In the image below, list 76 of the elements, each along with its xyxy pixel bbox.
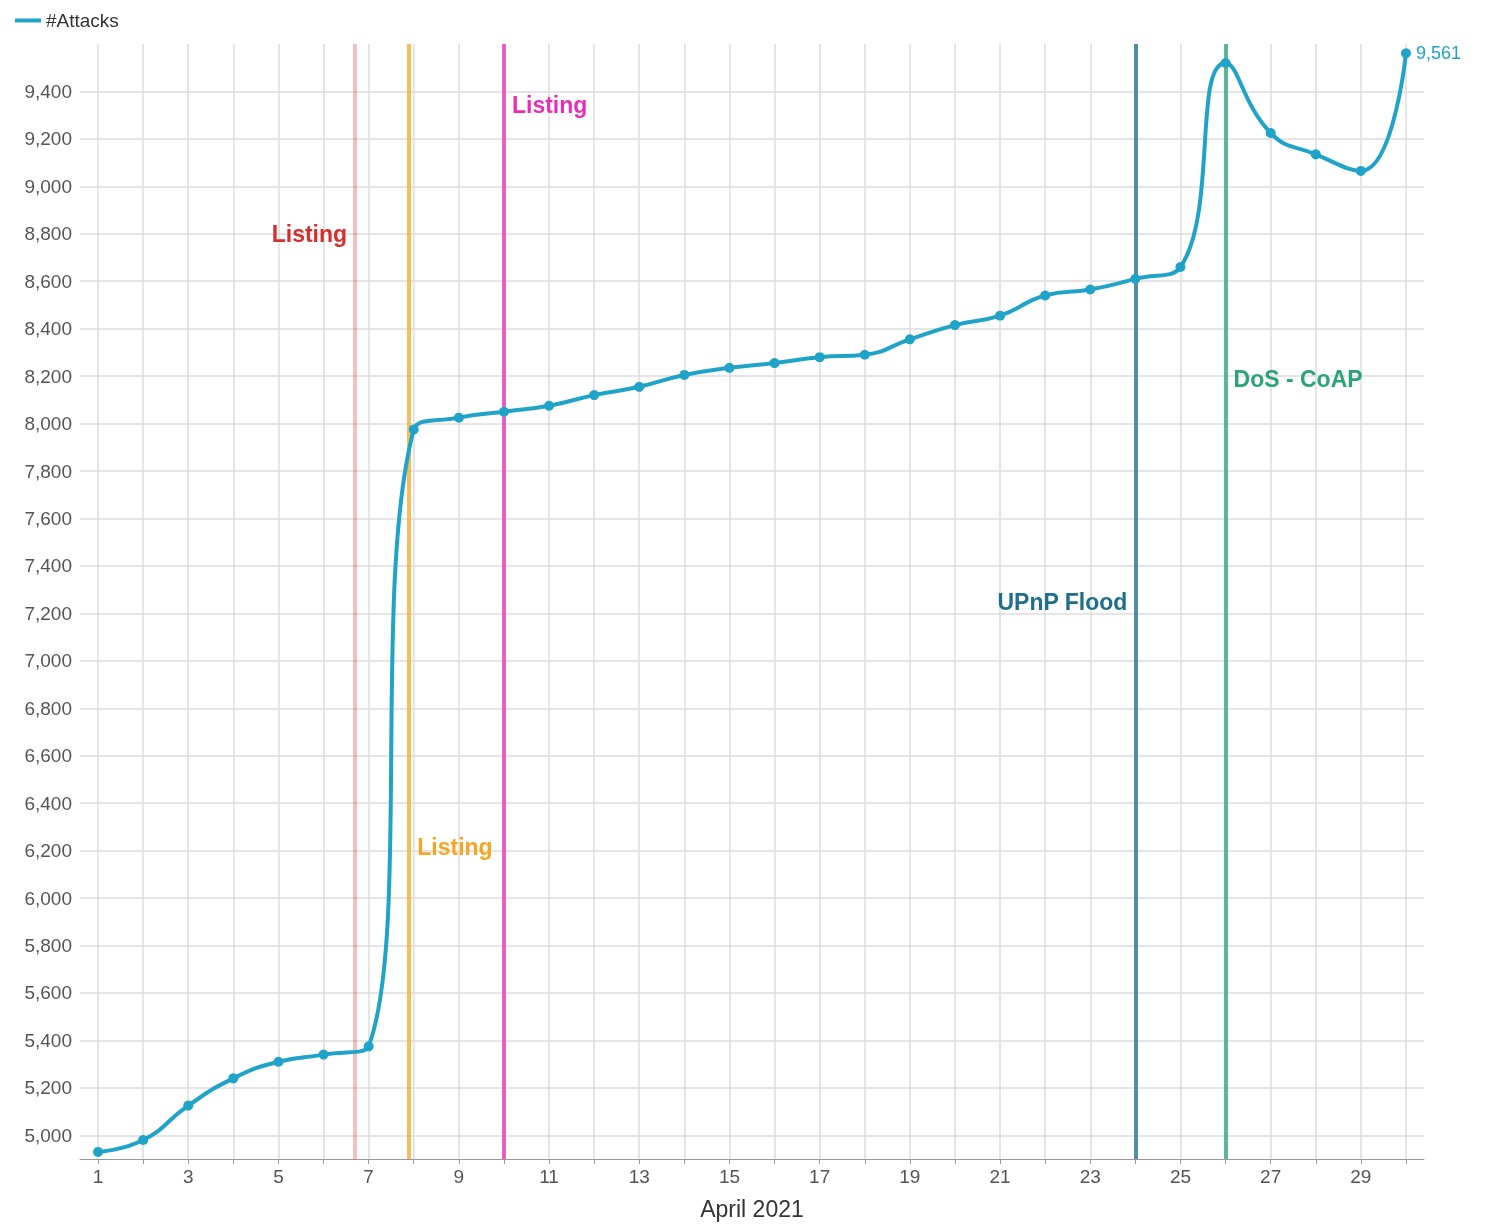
y-tick-label: 9,000 bbox=[24, 175, 72, 197]
point bbox=[498, 406, 509, 417]
point bbox=[544, 400, 555, 411]
y-tick-label: 6,200 bbox=[24, 840, 72, 862]
x-tick-label: 23 bbox=[1079, 1166, 1101, 1187]
y-tick-label: 7,200 bbox=[24, 602, 72, 624]
point bbox=[995, 310, 1006, 321]
y-tick-label: 7,800 bbox=[24, 460, 72, 482]
point bbox=[634, 381, 645, 392]
y-tick-label: 8,600 bbox=[24, 270, 72, 292]
ref-line-label: Listing bbox=[271, 220, 348, 247]
point bbox=[138, 1135, 149, 1146]
y-tick-label: 5,200 bbox=[24, 1077, 72, 1099]
point bbox=[1355, 165, 1366, 176]
x-tick-label: 15 bbox=[718, 1166, 741, 1187]
y-tick-label: 8,800 bbox=[24, 223, 72, 245]
ref-line-label: DoS - CoAP bbox=[1233, 365, 1363, 392]
y-tick-label: 8,000 bbox=[24, 413, 72, 435]
x-tick-label: 25 bbox=[1169, 1166, 1192, 1187]
point bbox=[318, 1049, 329, 1060]
x-tick-label: 5 bbox=[273, 1166, 284, 1187]
point bbox=[183, 1100, 194, 1111]
y-tick-label: 5,600 bbox=[24, 982, 72, 1004]
ref-line-label: Listing bbox=[417, 833, 493, 860]
point bbox=[1310, 149, 1321, 160]
point bbox=[1265, 127, 1276, 138]
point bbox=[228, 1073, 239, 1084]
ref-line-label: Listing bbox=[511, 92, 588, 119]
data-label: 9,561 bbox=[1415, 43, 1462, 64]
x-tick-label: 17 bbox=[809, 1166, 831, 1187]
x-tick-label: 13 bbox=[628, 1166, 650, 1187]
y-tick-label: 6,400 bbox=[24, 792, 72, 814]
x-tick-label: 27 bbox=[1260, 1166, 1282, 1187]
point bbox=[1400, 48, 1411, 59]
y-tick-label: 6,000 bbox=[24, 887, 72, 909]
point bbox=[769, 358, 780, 369]
y-tick-label: 7,600 bbox=[24, 507, 72, 529]
x-tick-label: 19 bbox=[899, 1166, 921, 1187]
point bbox=[589, 390, 600, 401]
point bbox=[363, 1041, 374, 1052]
y-tick-label: 5,000 bbox=[24, 1124, 72, 1146]
x-tick-label: 29 bbox=[1350, 1166, 1372, 1187]
point bbox=[1040, 290, 1051, 301]
point bbox=[949, 320, 960, 331]
ref-line-label: UPnP Flood bbox=[997, 588, 1128, 615]
y-tick-label: 6,600 bbox=[24, 745, 72, 767]
y-tick-label: 5,400 bbox=[24, 1029, 72, 1051]
y-tick-label: 9,400 bbox=[24, 80, 72, 102]
point bbox=[679, 369, 690, 380]
point bbox=[904, 334, 915, 345]
point bbox=[453, 412, 464, 423]
point bbox=[408, 424, 419, 435]
x-tick-label: 9 bbox=[453, 1166, 465, 1187]
point bbox=[1085, 284, 1096, 295]
x-tick-label: 21 bbox=[989, 1166, 1011, 1187]
y-tick-label: 6,800 bbox=[24, 697, 72, 719]
point bbox=[859, 349, 870, 360]
y-tick-label: 8,400 bbox=[24, 318, 72, 340]
x-tick-label: 1 bbox=[92, 1166, 104, 1187]
point bbox=[724, 362, 735, 373]
x-tick-label: 3 bbox=[182, 1166, 194, 1187]
x-tick-label: 7 bbox=[363, 1166, 374, 1187]
legend-label: #Attacks bbox=[46, 10, 119, 31]
y-tick-label: 7,400 bbox=[24, 555, 72, 577]
point bbox=[814, 352, 825, 363]
y-tick-label: 9,200 bbox=[24, 128, 72, 150]
point bbox=[1130, 273, 1141, 284]
y-tick-label: 8,200 bbox=[24, 365, 72, 387]
y-tick-label: 7,000 bbox=[24, 650, 72, 672]
point bbox=[273, 1056, 284, 1067]
point bbox=[1220, 57, 1231, 68]
x-tick-label: 11 bbox=[539, 1166, 559, 1187]
point bbox=[1175, 262, 1186, 272]
y-tick-label: 5,800 bbox=[24, 934, 72, 956]
point bbox=[93, 1146, 104, 1157]
x-axis-title: April 2021 bbox=[700, 1195, 804, 1222]
